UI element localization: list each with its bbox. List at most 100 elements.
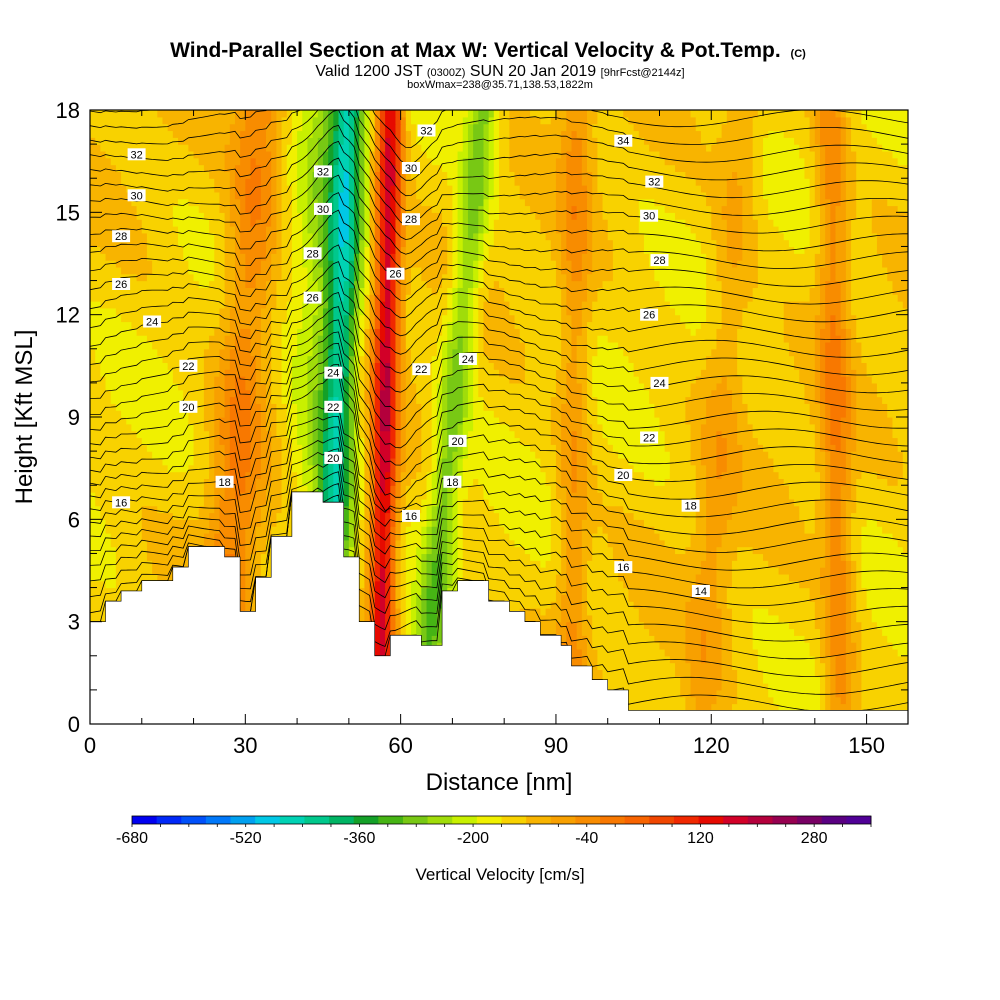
theta-label: 16 [402, 509, 420, 523]
y-tick-label: 18 [56, 98, 80, 123]
colorbar-swatch [156, 816, 182, 824]
theta-label: 30 [402, 162, 420, 175]
x-axis: 0 30 60 90 120 150 [84, 110, 885, 758]
theta-label: 14 [691, 585, 710, 598]
colorbar-tick-label: -360 [343, 830, 375, 847]
theta-label-text: 32 [317, 166, 329, 178]
theta-label: 22 [412, 363, 431, 376]
theta-label: 22 [324, 400, 343, 414]
y-tick-label: 12 [56, 303, 80, 328]
x-tick-label: 150 [848, 733, 885, 758]
colorbar-swatch [378, 816, 404, 824]
theta-label-text: 26 [643, 310, 655, 322]
theta-label-text: 30 [643, 211, 655, 223]
theta-label-text: 16 [405, 511, 417, 523]
theta-label-text: 28 [115, 231, 127, 243]
colorbar-tick-label: 280 [801, 830, 828, 847]
colorbar-swatch [797, 816, 823, 824]
x-tick-label: 0 [84, 733, 96, 758]
colorbar-swatch [526, 816, 552, 824]
colorbar-swatch [230, 816, 256, 824]
theta-label: 20 [614, 469, 633, 482]
theta-label: 18 [681, 499, 700, 513]
theta-label: 24 [324, 366, 343, 380]
colorbar-swatch [600, 816, 626, 824]
theta-label-text: 20 [617, 470, 629, 482]
y-axis-label: Height [Kft MSL] [11, 330, 38, 505]
theta-label-text: 28 [306, 248, 318, 260]
colorbar-swatch [649, 816, 675, 824]
theta-label-text: 18 [684, 501, 696, 513]
theta-label: 26 [386, 267, 405, 281]
theta-label-text: 14 [695, 586, 707, 598]
theta-label: 24 [143, 315, 162, 329]
x-tick-label: 90 [544, 733, 568, 758]
theta-label-text: 26 [306, 293, 318, 305]
colorbar-swatch [402, 816, 428, 824]
theta-label: 16 [614, 561, 633, 574]
theta-label: 20 [324, 451, 343, 465]
theta-label: 32 [645, 175, 664, 189]
theta-label-text: 30 [317, 204, 329, 216]
x-tick-label: 120 [693, 733, 730, 758]
colorbar-tick-label: -520 [230, 830, 262, 847]
x-axis-label: Distance [nm] [426, 769, 573, 796]
colorbar-label: Vertical Velocity [cm/s] [415, 865, 584, 884]
theta-label: 32 [127, 148, 146, 161]
theta-label-text: 24 [146, 317, 158, 329]
colorbar-swatch [205, 816, 231, 824]
theta-label: 30 [127, 189, 146, 202]
colorbar-swatch [501, 816, 527, 824]
theta-contours [90, 110, 908, 711]
colorbar-tick-label: -40 [575, 830, 598, 847]
colorbar-swatch [624, 816, 650, 824]
y-tick-label: 15 [56, 200, 80, 225]
theta-label: 26 [112, 278, 131, 291]
theta-label: 20 [448, 434, 467, 448]
theta-label-text: 28 [653, 255, 665, 267]
theta-label-text: 20 [327, 453, 339, 465]
theta-label-text: 34 [617, 136, 629, 148]
theta-label-text: 24 [327, 368, 339, 380]
theta-label: 28 [303, 247, 322, 260]
colorbar-swatch [747, 816, 773, 824]
colorbar-swatch [550, 816, 576, 824]
theta-label-text: 22 [643, 433, 655, 445]
theta-label-text: 32 [130, 149, 142, 161]
colorbar-tick-label: 120 [687, 830, 714, 847]
colorbar-swatch [476, 816, 502, 824]
colorbar-swatch [723, 816, 749, 824]
colorbar-swatch [452, 816, 478, 824]
colorbar-tick-label: -200 [457, 830, 489, 847]
terrain [90, 491, 908, 724]
colorbar-swatch [772, 816, 798, 824]
theta-label: 30 [314, 202, 332, 216]
theta-label-text: 18 [446, 477, 458, 489]
chart-title: Wind-Parallel Section at Max W: Vertical… [170, 39, 806, 62]
theta-label-text: 30 [130, 190, 142, 202]
theta-label-text: 18 [218, 477, 230, 489]
theta-label: 28 [112, 230, 131, 243]
theta-label: 22 [179, 359, 198, 373]
colorbar-swatch [329, 816, 355, 824]
contour-labels: 32 30 28 26 24 22 20 18 16 32 30 28 26 24 22 20 32 30 28 26… [112, 124, 710, 598]
terrain-profile [90, 491, 908, 724]
theta-label-text: 16 [617, 562, 629, 574]
theta-label-text: 20 [451, 436, 463, 448]
box-wmax-line: boxWmax=238@35.71,138.53,1822m [407, 79, 593, 91]
theta-label: 18 [215, 475, 234, 489]
colorbar-swatch [304, 816, 330, 824]
y-axis: 0 3 6 9 12 15 18 [56, 98, 908, 737]
theta-label: 26 [640, 308, 659, 322]
theta-label-text: 32 [420, 126, 432, 138]
colorbar-tick-label: -680 [116, 830, 148, 847]
theta-label: 28 [402, 213, 420, 226]
theta-label-text: 22 [182, 361, 194, 373]
theta-label: 16 [112, 496, 131, 509]
theta-label: 24 [650, 376, 669, 390]
y-tick-label: 9 [68, 405, 80, 430]
theta-label: 34 [614, 134, 633, 148]
colorbar-swatch [181, 816, 207, 824]
theta-label: 24 [458, 353, 477, 366]
theta-label: 32 [314, 165, 332, 178]
